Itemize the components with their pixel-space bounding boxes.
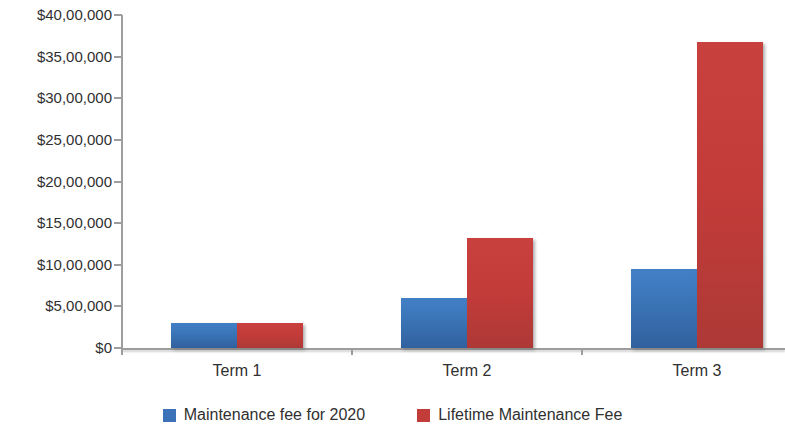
y-tick-label: $15,00,000	[2, 215, 112, 231]
x-tick-mark	[351, 348, 353, 355]
y-tick-label: $5,00,000	[2, 298, 112, 314]
x-tick-mark	[121, 348, 123, 355]
x-tick-mark	[581, 348, 583, 355]
y-tick-label: $35,00,000	[2, 49, 112, 65]
x-axis-line	[121, 348, 785, 350]
legend-item-lifetime-fee: Lifetime Maintenance Fee	[417, 406, 622, 424]
legend-swatch-blue-icon	[163, 409, 176, 422]
bar-term-2-series-0	[401, 298, 467, 348]
y-tick-label: $10,00,000	[2, 257, 112, 273]
bar-chart: $40,00,000 $35,00,000 $30,00,000 $25,00,000…	[0, 0, 785, 437]
legend-label-lifetime-fee: Lifetime Maintenance Fee	[438, 406, 622, 424]
legend: Maintenance fee for 2020 Lifetime Mainte…	[0, 406, 785, 424]
x-tick-label-term-2: Term 2	[407, 362, 527, 380]
bar-term-3-series-0	[631, 269, 697, 348]
y-tick-mark	[114, 222, 122, 224]
legend-label-maintenance-2020: Maintenance fee for 2020	[184, 406, 365, 424]
y-tick-label: $40,00,000	[2, 7, 112, 23]
y-tick-label: $25,00,000	[2, 132, 112, 148]
y-tick-mark	[114, 139, 122, 141]
y-tick-mark	[114, 181, 122, 183]
y-tick-mark	[114, 56, 122, 58]
y-tick-mark	[114, 264, 122, 266]
y-tick-mark	[114, 97, 122, 99]
y-tick-mark	[114, 14, 122, 16]
y-tick-mark	[114, 305, 122, 307]
legend-swatch-red-icon	[417, 409, 430, 422]
legend-item-maintenance-2020: Maintenance fee for 2020	[163, 406, 365, 424]
y-tick-label: $0	[2, 340, 112, 356]
bar-term-3-series-1	[697, 42, 763, 348]
bar-term-1-series-1	[237, 323, 303, 348]
bar-term-1-series-0	[171, 323, 237, 348]
bar-term-2-series-1	[467, 238, 533, 348]
x-tick-label-term-3: Term 3	[637, 362, 757, 380]
x-tick-label-term-1: Term 1	[177, 362, 297, 380]
y-tick-label: $30,00,000	[2, 90, 112, 106]
y-tick-label: $20,00,000	[2, 174, 112, 190]
